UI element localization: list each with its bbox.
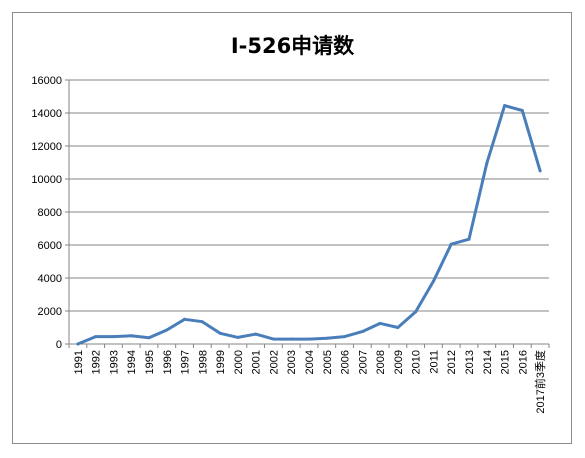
data-point bbox=[271, 337, 275, 341]
x-tick-label: 2009 bbox=[393, 350, 405, 374]
x-tick-label: 1992 bbox=[91, 350, 103, 374]
chart-frame bbox=[12, 12, 572, 444]
x-tick-label: 2014 bbox=[482, 350, 494, 374]
x-tick-label: 1998 bbox=[197, 350, 209, 374]
x-tick-label: 1999 bbox=[215, 350, 227, 374]
x-tick-label: 1994 bbox=[126, 350, 138, 374]
x-tick-label: 2012 bbox=[446, 350, 458, 374]
x-tick-label: 2011 bbox=[428, 350, 440, 374]
data-point bbox=[94, 335, 98, 339]
x-tick-label: 2015 bbox=[500, 350, 512, 374]
x-tick-label: 2003 bbox=[286, 350, 298, 374]
data-point bbox=[325, 336, 329, 340]
y-tick-label: 6000 bbox=[38, 240, 62, 252]
data-point bbox=[396, 326, 400, 329]
x-tick-label: 2005 bbox=[322, 350, 334, 374]
x-tick-label: 2007 bbox=[357, 350, 369, 374]
data-point bbox=[111, 335, 115, 339]
data-point bbox=[200, 320, 204, 324]
data-point bbox=[503, 104, 507, 108]
y-tick-label: 8000 bbox=[38, 207, 62, 219]
data-point bbox=[467, 237, 471, 241]
data-point bbox=[147, 336, 151, 340]
x-tick-label: 2001 bbox=[251, 350, 263, 374]
data-point bbox=[218, 331, 222, 335]
data-point bbox=[254, 332, 258, 336]
x-tick-label: 2010 bbox=[411, 350, 423, 374]
x-tick-label: 1997 bbox=[180, 350, 192, 374]
x-tick-label: 2017前3季度 bbox=[533, 350, 547, 414]
x-tick-label: 2000 bbox=[233, 350, 245, 374]
data-point bbox=[236, 335, 240, 339]
x-tick-label: 2016 bbox=[517, 350, 529, 374]
data-point bbox=[343, 335, 347, 339]
x-tick-label: 2008 bbox=[375, 350, 387, 374]
data-point bbox=[520, 109, 524, 113]
data-point bbox=[538, 169, 542, 173]
x-tick-label: 2002 bbox=[268, 350, 280, 374]
x-tick-label: 1993 bbox=[108, 350, 120, 374]
data-point bbox=[449, 242, 453, 246]
data-point bbox=[431, 279, 435, 283]
y-tick-label: 0 bbox=[56, 339, 62, 351]
data-point bbox=[360, 330, 364, 334]
x-tick-label: 2013 bbox=[464, 350, 476, 374]
data-point bbox=[76, 342, 80, 346]
y-tick-label: 12000 bbox=[31, 141, 62, 153]
y-tick-label: 4000 bbox=[38, 273, 62, 285]
data-point bbox=[165, 328, 169, 332]
x-tick-label: 1991 bbox=[73, 350, 85, 374]
x-tick-label: 2004 bbox=[304, 350, 316, 374]
data-point bbox=[378, 321, 382, 325]
x-tick-label: 2006 bbox=[340, 350, 352, 374]
data-point bbox=[485, 161, 489, 165]
data-point bbox=[414, 310, 418, 314]
y-tick-label: 16000 bbox=[31, 75, 62, 87]
x-tick-label: 1996 bbox=[162, 350, 174, 374]
x-tick-label: 1995 bbox=[144, 350, 156, 374]
data-point bbox=[129, 334, 133, 338]
data-point bbox=[307, 337, 311, 341]
data-point bbox=[289, 337, 293, 341]
chart-title: I-526申请数 bbox=[230, 34, 355, 58]
series-line bbox=[76, 104, 542, 346]
y-tick-label: 14000 bbox=[31, 108, 62, 120]
y-tick-label: 2000 bbox=[38, 306, 62, 318]
y-tick-label: 10000 bbox=[31, 174, 62, 186]
data-point bbox=[183, 317, 187, 321]
